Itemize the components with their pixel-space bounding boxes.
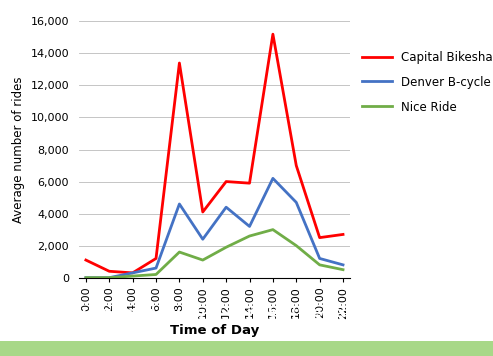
Nice Ride: [340, 268, 346, 272]
Capital Bikeshare: [293, 163, 299, 168]
Capital Bikeshare: [153, 256, 159, 261]
X-axis label: Time of Day: Time of Day: [170, 324, 259, 337]
Text: Figure 29: Average number of rides (Weekday), April-June 2012: Figure 29: Average number of rides (Week…: [7, 306, 493, 320]
Denver B-cycle: [223, 205, 229, 209]
Nice Ride: [293, 244, 299, 248]
Denver B-cycle: [176, 202, 182, 206]
Capital Bikeshare: [317, 236, 322, 240]
Capital Bikeshare: [246, 181, 252, 185]
Nice Ride: [176, 250, 182, 254]
Capital Bikeshare: [106, 269, 112, 273]
Nice Ride: [106, 276, 112, 280]
Nice Ride: [153, 272, 159, 277]
Nice Ride: [246, 234, 252, 238]
Denver B-cycle: [83, 276, 89, 280]
Capital Bikeshare: [340, 232, 346, 236]
Nice Ride: [83, 276, 89, 280]
Capital Bikeshare: [176, 61, 182, 65]
Nice Ride: [270, 227, 276, 232]
Denver B-cycle: [130, 271, 136, 275]
Capital Bikeshare: [130, 271, 136, 275]
Capital Bikeshare: [200, 210, 206, 214]
Nice Ride: [223, 245, 229, 249]
Line: Denver B-cycle: Denver B-cycle: [86, 178, 343, 278]
Denver B-cycle: [246, 224, 252, 229]
Denver B-cycle: [200, 237, 206, 241]
Denver B-cycle: [317, 256, 322, 261]
Line: Capital Bikeshare: Capital Bikeshare: [86, 34, 343, 273]
Legend: Capital Bikeshare, Denver B-cycle, Nice Ride: Capital Bikeshare, Denver B-cycle, Nice …: [358, 48, 493, 117]
Denver B-cycle: [270, 176, 276, 180]
Y-axis label: Average number of rides: Average number of rides: [12, 76, 25, 223]
Denver B-cycle: [106, 276, 112, 280]
Capital Bikeshare: [270, 32, 276, 36]
Bar: [0, 341, 493, 356]
Nice Ride: [200, 258, 206, 262]
Capital Bikeshare: [83, 258, 89, 262]
Denver B-cycle: [153, 266, 159, 270]
Nice Ride: [317, 263, 322, 267]
Nice Ride: [130, 274, 136, 278]
Denver B-cycle: [340, 263, 346, 267]
Denver B-cycle: [293, 200, 299, 204]
Capital Bikeshare: [223, 179, 229, 184]
Line: Nice Ride: Nice Ride: [86, 230, 343, 278]
